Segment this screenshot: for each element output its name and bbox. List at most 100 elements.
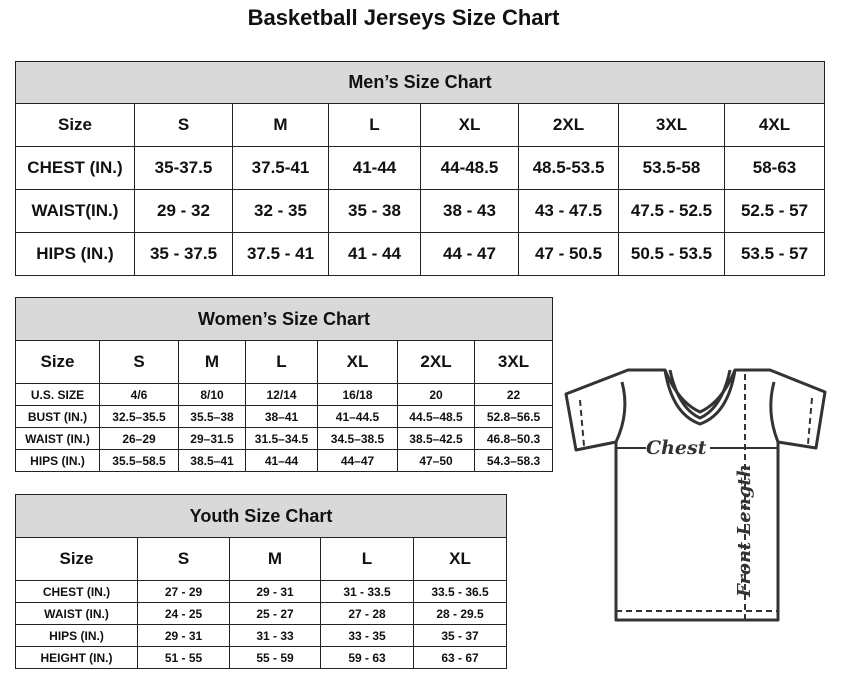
- value-cell: 35 - 37: [412, 624, 508, 647]
- header-cell: L: [320, 537, 414, 581]
- value-cell: 53.5-58: [618, 146, 725, 190]
- value-cell: 47.5 - 52.5: [618, 189, 725, 233]
- value-cell: 29 - 32: [134, 189, 233, 233]
- header-cell: Size: [15, 537, 138, 581]
- value-cell: 54.3–58.3: [473, 449, 554, 472]
- value-cell: 46.8–50.3: [473, 427, 554, 450]
- table-row: HIPS (IN.) 35 - 37.5 37.5 - 41 41 - 44 44 - …: [15, 232, 825, 276]
- table-row: U.S. SIZE 4/6 8/10 12/14 16/18 20 22: [15, 383, 554, 406]
- table-row: WAIST (IN.) 26–29 29–31.5 31.5–34.5 34.5–38.…: [15, 427, 554, 450]
- header-cell: S: [134, 103, 233, 147]
- header-row: Size S M L XL: [15, 537, 508, 581]
- page-title: Basketball Jerseys Size Chart: [247, 5, 560, 30]
- row-label: BUST (IN.): [15, 405, 100, 428]
- value-cell: 58-63: [724, 146, 825, 190]
- header-cell: XL: [317, 340, 398, 384]
- value-cell: 26–29: [99, 427, 179, 450]
- value-cell: 12/14: [245, 383, 318, 406]
- row-label: WAIST(IN.): [15, 189, 135, 233]
- header-cell: 2XL: [518, 103, 619, 147]
- row-label: WAIST (IN.): [15, 427, 100, 450]
- value-cell: 52.5 - 57: [724, 189, 825, 233]
- header-cell: 4XL: [724, 103, 825, 147]
- value-cell: 43 - 47.5: [518, 189, 619, 233]
- table-row: CHEST (IN.) 27 - 29 29 - 31 31 - 33.5 33.5 -…: [15, 580, 508, 603]
- table-row: CHEST (IN.) 35-37.5 37.5-41 41-44 44-48.5 48.…: [15, 146, 825, 190]
- value-cell: 28 - 29.5: [412, 602, 508, 625]
- header-cell: M: [232, 103, 329, 147]
- header-cell: 3XL: [473, 340, 554, 384]
- value-cell: 35.5–58.5: [99, 449, 179, 472]
- value-cell: 35.5–38: [178, 405, 246, 428]
- header-cell: M: [229, 537, 321, 581]
- value-cell: 31 - 33: [229, 624, 321, 647]
- value-cell: 31 - 33.5: [320, 580, 414, 603]
- table-row: HIPS (IN.) 35.5–58.5 38.5–41 41–44 44–47 47–5…: [15, 449, 554, 472]
- value-cell: 4/6: [99, 383, 179, 406]
- header-cell: L: [245, 340, 318, 384]
- womens-size-table: Women’s Size Chart Size S M L XL 2XL 3XL U.S. SI…: [14, 297, 554, 472]
- row-label: CHEST (IN.): [15, 580, 138, 603]
- value-cell: 52.8–56.5: [473, 405, 554, 428]
- row-label: HEIGHT (IN.): [15, 646, 138, 669]
- value-cell: 41–44.5: [317, 405, 398, 428]
- value-cell: 37.5-41: [232, 146, 329, 190]
- value-cell: 24 - 25: [137, 602, 230, 625]
- value-cell: 33 - 35: [320, 624, 414, 647]
- value-cell: 29 - 31: [137, 624, 230, 647]
- row-label: U.S. SIZE: [15, 383, 100, 406]
- value-cell: 47 - 50.5: [518, 232, 619, 276]
- value-cell: 44-48.5: [420, 146, 519, 190]
- caption-row: Men’s Size Chart: [15, 61, 825, 104]
- value-cell: 37.5 - 41: [232, 232, 329, 276]
- row-label: CHEST (IN.): [15, 146, 135, 190]
- value-cell: 38–41: [245, 405, 318, 428]
- value-cell: 47–50: [397, 449, 475, 472]
- header-cell: L: [328, 103, 421, 147]
- row-label: HIPS (IN.): [15, 232, 135, 276]
- table-row: WAIST(IN.) 29 - 32 32 - 35 35 - 38 38 - 43 43…: [15, 189, 825, 233]
- header-cell: XL: [420, 103, 519, 147]
- front-length-label: Front Length: [734, 464, 755, 598]
- value-cell: 35-37.5: [134, 146, 233, 190]
- value-cell: 55 - 59: [229, 646, 321, 669]
- header-cell: Size: [15, 103, 135, 147]
- header-cell: M: [178, 340, 246, 384]
- value-cell: 33.5 - 36.5: [412, 580, 508, 603]
- value-cell: 29 - 31: [229, 580, 321, 603]
- value-cell: 44.5–48.5: [397, 405, 475, 428]
- header-cell: S: [137, 537, 230, 581]
- value-cell: 35 - 38: [328, 189, 421, 233]
- value-cell: 32.5–35.5: [99, 405, 179, 428]
- mens-size-table: Men’s Size Chart Size S M L XL 2XL 3XL 4XL CHEST …: [15, 61, 825, 276]
- value-cell: 38.5–42.5: [397, 427, 475, 450]
- header-row: Size S M L XL 2XL 3XL: [15, 340, 554, 384]
- value-cell: 25 - 27: [229, 602, 321, 625]
- table-row: HIPS (IN.) 29 - 31 31 - 33 33 - 35 35 - 37: [15, 624, 508, 647]
- header-cell: 3XL: [618, 103, 725, 147]
- value-cell: 41 - 44: [328, 232, 421, 276]
- value-cell: 41–44: [245, 449, 318, 472]
- value-cell: 35 - 37.5: [134, 232, 233, 276]
- header-cell: Size: [15, 340, 100, 384]
- value-cell: 16/18: [317, 383, 398, 406]
- value-cell: 44–47: [317, 449, 398, 472]
- value-cell: 27 - 28: [320, 602, 414, 625]
- value-cell: 31.5–34.5: [245, 427, 318, 450]
- caption-row: Youth Size Chart: [14, 494, 508, 538]
- row-label: HIPS (IN.): [15, 624, 138, 647]
- table-row: BUST (IN.) 32.5–35.5 35.5–38 38–41 41–44.5 44…: [15, 405, 554, 428]
- value-cell: 22: [473, 383, 554, 406]
- header-cell: S: [99, 340, 179, 384]
- value-cell: 51 - 55: [137, 646, 230, 669]
- jersey-diagram: Chest Front Length: [564, 368, 827, 622]
- header-row: Size S M L XL 2XL 3XL 4XL: [15, 103, 825, 147]
- value-cell: 50.5 - 53.5: [618, 232, 725, 276]
- header-cell: 2XL: [397, 340, 475, 384]
- table-caption: Men’s Size Chart: [15, 61, 825, 104]
- jersey-outline-icon: [564, 368, 827, 622]
- table-caption: Women’s Size Chart: [14, 297, 554, 341]
- row-label: HIPS (IN.): [15, 449, 100, 472]
- table-row: WAIST (IN.) 24 - 25 25 - 27 27 - 28 28 - 29.…: [15, 602, 508, 625]
- value-cell: 38 - 43: [420, 189, 519, 233]
